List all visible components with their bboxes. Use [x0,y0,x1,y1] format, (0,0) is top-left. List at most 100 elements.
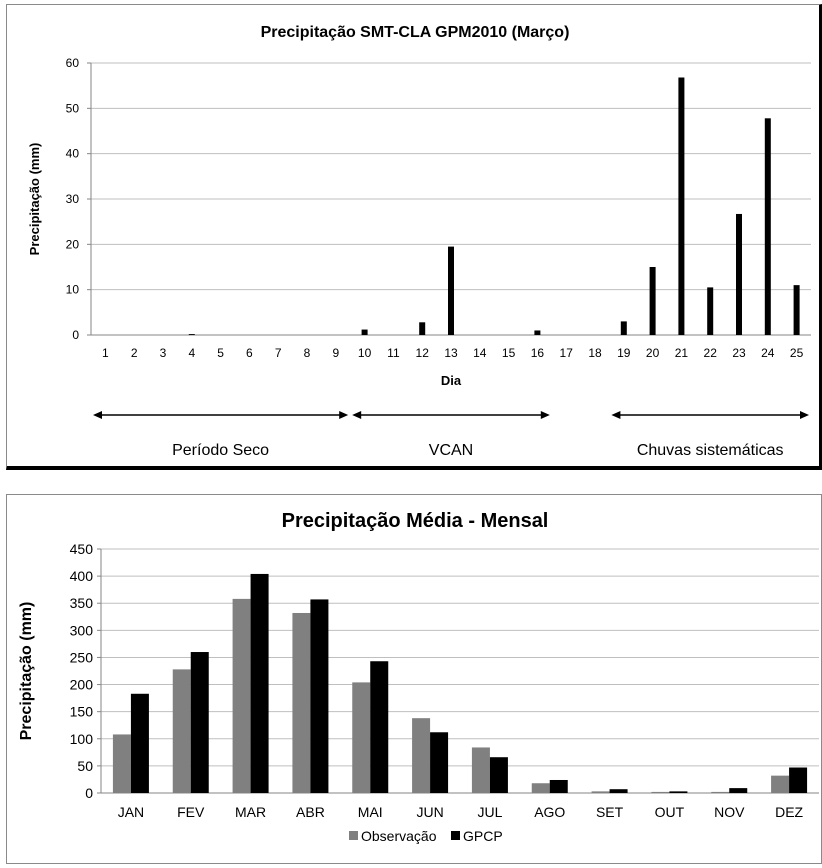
bar-gpcp [370,661,389,793]
bar [448,246,454,335]
x-tick-label: 25 [790,346,804,360]
period-arrowhead-right [800,411,809,419]
x-tick-label: 22 [704,346,718,360]
bar [678,77,685,336]
bar-gpcp [190,652,209,793]
x-tick-label: FEV [177,804,205,820]
x-tick-label: JAN [118,804,144,820]
bar [534,330,541,335]
y-tick-label: 10 [66,283,80,297]
x-tick-label: 2 [131,346,138,360]
x-tick-label: OUT [655,804,685,820]
period-arrowhead-left [93,411,102,419]
bar-observao [651,791,670,793]
bar-observao [352,682,371,793]
x-tick-label: ABR [296,804,325,820]
x-tick-label: JUN [416,804,443,820]
x-tick-label: 7 [275,346,282,360]
bar-observao [471,747,490,793]
bar [736,213,742,335]
x-tick-label: 12 [416,346,430,360]
y-tick-label: 0 [85,785,93,801]
bar-observao [771,775,790,793]
daily-precipitation-chart-panel: Precipitação SMT-CLA GPM2010 (Março) 0 10 2… [6,4,822,470]
legend-swatch [451,831,460,840]
bar-observao [232,598,251,793]
x-tick-label: 18 [588,346,602,360]
bar-gpcp [130,693,149,793]
period-label: Período Seco [172,442,269,459]
bar [649,267,656,335]
legend-label: GPCP [463,828,503,844]
legend-label: Observação [361,828,437,844]
bar-observao [531,783,550,793]
x-tick-label: 24 [761,346,775,360]
x-tick-label: 8 [304,346,311,360]
y-tick-label: 30 [66,192,80,206]
x-tick-label: 9 [332,346,339,360]
x-tick-label: AGO [534,804,565,820]
x-tick-label: 14 [473,346,487,360]
bar-gpcp [549,779,568,793]
y-tick-label: 60 [66,56,80,70]
x-tick-label: DEZ [775,804,803,820]
y-tick-label: 300 [70,622,94,638]
bar-gpcp [250,573,269,793]
bar [361,329,368,335]
x-tick-label: MAR [235,804,266,820]
bar [419,322,426,335]
x-tick-label: JUL [477,804,502,820]
bar-gpcp [310,599,329,793]
x-tick-label: 5 [217,346,224,360]
period-arrowhead-left [352,411,362,419]
y-tick-label: 150 [70,704,94,720]
bar [764,118,771,335]
bar-gpcp [789,767,808,793]
monthly-precipitation-chart: Precipitação Média - Mensal 0 50 100 150 200 2… [18,510,819,844]
x-tick-label: 6 [246,346,253,360]
bar [188,334,195,335]
period-arrowhead-left [611,411,621,419]
x-tick-label: SET [596,804,624,820]
x-tick-label: 3 [160,346,167,360]
bar-gpcp [609,789,628,793]
x-tick-label: 13 [444,346,458,360]
x-tick-label: 21 [675,346,689,360]
y-tick-label: 40 [66,147,80,161]
y-tick-label: 50 [66,101,80,115]
x-tick-label: 17 [560,346,574,360]
bar-observao [711,791,730,793]
y-tick-label: 400 [70,568,94,584]
x-tick-label: 20 [646,346,660,360]
bar [793,285,800,335]
period-label: VCAN [429,442,473,459]
x-tick-label: 4 [188,346,195,360]
daily-precipitation-chart: Precipitação SMT-CLA GPM2010 (Março) 0 10 2… [27,24,811,459]
y-tick-label: 20 [66,237,80,251]
x-tick-label: NOV [714,804,745,820]
chart-title: Precipitação SMT-CLA GPM2010 (Março) [261,24,570,41]
y-tick-label: 450 [70,541,94,557]
bar [620,321,627,335]
x-tick-label: 1 [102,346,109,360]
x-tick-label: 11 [387,346,400,360]
bar-observao [112,734,131,793]
monthly-precipitation-chart-panel: Precipitação Média - Mensal 0 50 100 150 200 2… [6,494,822,864]
period-arrowhead-right [339,411,349,419]
x-tick-label: 15 [502,346,516,360]
bar-gpcp [489,757,508,793]
y-tick-label: 0 [72,328,79,342]
period-label: Chuvas sistemáticas [637,442,784,459]
bar-gpcp [430,732,449,793]
period-arrowhead-right [540,411,550,419]
y-axis-label: Precipitação (mm) [18,602,35,741]
y-axis-label: Precipitação (mm) [27,143,42,256]
legend-swatch [349,831,358,840]
y-tick-label: 250 [70,649,94,665]
bar-observao [412,718,431,793]
y-tick-label: 200 [70,677,94,693]
x-tick-label: 10 [358,346,372,360]
bar-gpcp [729,788,748,793]
y-tick-label: 350 [70,595,94,611]
y-tick-label: 100 [70,731,94,747]
